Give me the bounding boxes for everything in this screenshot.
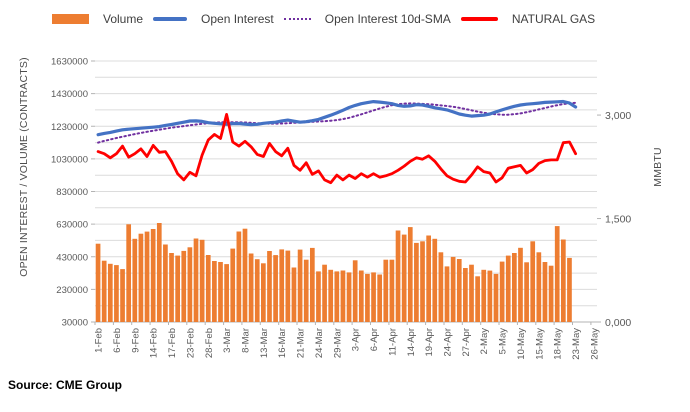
legend-label-volume: Volume — [103, 12, 144, 26]
svg-text:830000: 830000 — [56, 187, 88, 198]
svg-text:24-Mar: 24-Mar — [314, 328, 325, 358]
svg-text:26-May: 26-May — [589, 328, 600, 360]
chart-legend: Volume Open Interest Open Interest 10d-S… — [52, 12, 605, 26]
svg-text:19-Apr: 19-Apr — [424, 328, 435, 357]
source-note: Source: CME Group — [8, 378, 123, 392]
svg-text:1430000: 1430000 — [51, 89, 88, 100]
svg-text:18-May: 18-May — [553, 328, 564, 360]
svg-text:6-Feb: 6-Feb — [112, 328, 123, 353]
svg-text:14-Feb: 14-Feb — [149, 328, 160, 358]
svg-text:17-Feb: 17-Feb — [167, 328, 178, 358]
svg-text:23-May: 23-May — [571, 328, 582, 360]
svg-text:29-Mar: 29-Mar — [332, 328, 343, 358]
svg-text:10-May: 10-May — [516, 328, 527, 360]
svg-text:3,000: 3,000 — [605, 110, 631, 122]
legend-item-oi-sma: Open Interest 10d-SMA — [283, 12, 451, 26]
svg-text:2-May: 2-May — [479, 328, 490, 355]
natural-gas-line-swatch-icon — [460, 17, 498, 21]
svg-text:16-Mar: 16-Mar — [277, 328, 288, 358]
svg-text:27-Apr: 27-Apr — [461, 328, 472, 357]
legend-label-natural-gas: NATURAL GAS — [511, 12, 596, 26]
svg-text:14-Apr: 14-Apr — [406, 328, 417, 357]
svg-text:28-Feb: 28-Feb — [204, 328, 215, 358]
svg-text:24-Apr: 24-Apr — [443, 328, 454, 357]
volume-bar-swatch-icon — [52, 14, 89, 24]
legend-label-oi-sma: Open Interest 10d-SMA — [324, 12, 451, 26]
svg-text:23-Feb: 23-Feb — [185, 328, 196, 358]
svg-text:430000: 430000 — [56, 252, 88, 263]
legend-item-open-interest: Open Interest — [153, 12, 274, 26]
svg-text:13-Mar: 13-Mar — [259, 328, 270, 358]
svg-text:9-Feb: 9-Feb — [130, 328, 141, 353]
oi-sma-dotted-swatch-icon — [283, 18, 311, 20]
svg-text:6-Apr: 6-Apr — [369, 328, 380, 351]
svg-text:3-Mar: 3-Mar — [222, 328, 233, 353]
open-interest-line-swatch-icon — [153, 17, 188, 21]
legend-label-open-interest: Open Interest — [201, 12, 274, 26]
svg-text:15-May: 15-May — [534, 328, 545, 360]
svg-text:21-Mar: 21-Mar — [296, 328, 307, 358]
svg-text:1030000: 1030000 — [51, 154, 88, 165]
legend-item-natural-gas: NATURAL GAS — [460, 12, 596, 26]
svg-text:230000: 230000 — [56, 285, 88, 296]
svg-text:8-Mar: 8-Mar — [240, 328, 251, 353]
svg-text:1,500: 1,500 — [605, 214, 631, 226]
svg-text:5-May: 5-May — [498, 328, 509, 355]
legend-item-volume: Volume — [52, 12, 143, 26]
svg-text:0,000: 0,000 — [605, 317, 631, 329]
svg-text:630000: 630000 — [56, 220, 88, 231]
svg-text:1630000: 1630000 — [51, 57, 88, 68]
svg-text:30000: 30000 — [62, 318, 88, 329]
svg-text:1230000: 1230000 — [51, 122, 88, 133]
svg-text:3-Apr: 3-Apr — [351, 328, 362, 351]
svg-text:11-Apr: 11-Apr — [387, 328, 398, 356]
svg-text:1-Feb: 1-Feb — [94, 328, 105, 353]
